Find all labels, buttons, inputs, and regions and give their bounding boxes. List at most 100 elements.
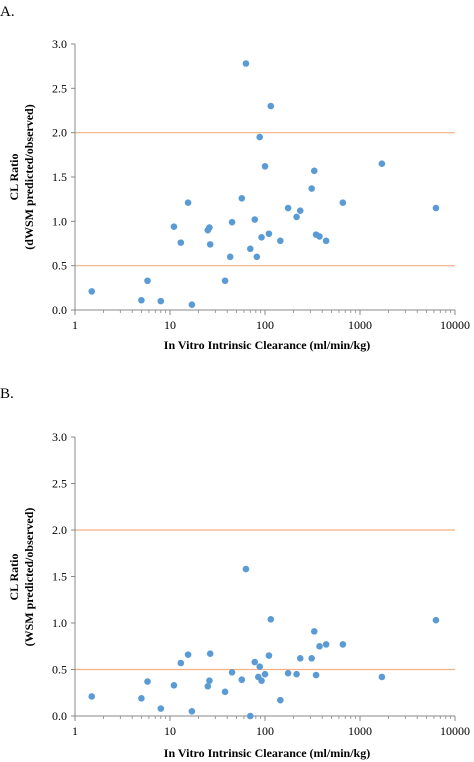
data-point bbox=[184, 651, 192, 658]
data-point bbox=[138, 695, 145, 702]
data-point bbox=[206, 650, 214, 657]
data-point bbox=[310, 167, 318, 175]
data-point bbox=[339, 199, 347, 207]
data-point bbox=[296, 207, 304, 214]
data-point bbox=[157, 297, 165, 305]
x-tick-label: 10000 bbox=[440, 724, 470, 738]
y-tick-label: 0.5 bbox=[52, 259, 67, 273]
x-tick-label: 100 bbox=[256, 318, 274, 332]
data-point bbox=[378, 160, 386, 167]
data-point bbox=[170, 682, 178, 689]
y-tick-label: 0.0 bbox=[52, 709, 67, 723]
y-axis-label-line2-a: (dWSM predicted/observed) bbox=[22, 104, 36, 249]
data-point bbox=[251, 658, 259, 666]
data-point bbox=[206, 224, 213, 231]
data-point bbox=[308, 655, 315, 662]
data-point bbox=[316, 233, 323, 240]
data-point bbox=[310, 628, 318, 635]
data-point bbox=[138, 296, 145, 304]
data-point bbox=[88, 288, 96, 295]
panel-label-b: B. bbox=[0, 386, 14, 402]
panel-label-a: A. bbox=[0, 4, 15, 20]
data-point bbox=[177, 239, 185, 246]
data-point bbox=[432, 616, 440, 624]
y-tick-label: 1.0 bbox=[52, 616, 67, 630]
data-point bbox=[188, 708, 196, 715]
y-axis-label-line1-b: CL Ratio bbox=[7, 553, 21, 600]
x-tick-label: 1 bbox=[72, 724, 78, 738]
y-tick-label: 1.0 bbox=[52, 214, 67, 228]
data-point bbox=[88, 693, 96, 700]
x-tick-label: 100 bbox=[256, 724, 274, 738]
data-point bbox=[221, 688, 229, 696]
data-point bbox=[432, 204, 440, 212]
data-point bbox=[206, 241, 214, 248]
data-point bbox=[296, 655, 304, 662]
data-point bbox=[258, 677, 265, 684]
data-point bbox=[267, 615, 275, 623]
data-point bbox=[265, 230, 273, 238]
data-point bbox=[293, 213, 300, 221]
data-point bbox=[177, 659, 185, 667]
data-point bbox=[238, 194, 246, 202]
y-tick-label: 2.5 bbox=[52, 477, 67, 491]
x-tick-label: 1000 bbox=[348, 724, 372, 738]
data-point bbox=[261, 163, 269, 170]
data-point bbox=[246, 712, 254, 720]
data-point bbox=[238, 676, 246, 684]
data-point bbox=[261, 670, 269, 678]
x-tick-label: 1 bbox=[72, 318, 78, 332]
y-tick-label: 2.5 bbox=[52, 81, 67, 95]
data-point bbox=[157, 705, 165, 712]
data-point bbox=[256, 663, 264, 671]
data-point bbox=[242, 565, 250, 573]
chart-panel-a: A. CL Ratio (dWSM predicted/observed) In… bbox=[0, 4, 470, 352]
x-tick-label: 10 bbox=[164, 724, 176, 738]
data-point bbox=[277, 696, 284, 704]
x-axis-label-a: In Vitro Intrinsic Clearance (ml/min/kg) bbox=[164, 338, 370, 352]
data-point bbox=[144, 678, 151, 685]
data-point bbox=[221, 277, 229, 285]
data-point bbox=[284, 669, 292, 677]
data-point bbox=[322, 237, 330, 245]
y-tick-label: 2.0 bbox=[52, 523, 67, 537]
data-point bbox=[265, 652, 273, 659]
data-point bbox=[339, 641, 347, 648]
data-point bbox=[204, 682, 212, 690]
y-tick-label: 0.5 bbox=[52, 663, 67, 677]
chart-panel-b: B. CL Ratio (WSM predicted/observed) In … bbox=[0, 386, 470, 760]
y-tick-label: 1.5 bbox=[52, 570, 67, 584]
data-point bbox=[246, 245, 254, 253]
data-point bbox=[206, 677, 213, 684]
data-point bbox=[144, 277, 151, 285]
data-point bbox=[258, 233, 265, 241]
data-point bbox=[293, 670, 300, 678]
data-point bbox=[170, 223, 178, 230]
data-point bbox=[322, 641, 330, 648]
x-tick-label: 1000 bbox=[348, 318, 372, 332]
y-tick-label: 3.0 bbox=[52, 430, 67, 444]
data-point bbox=[312, 671, 320, 679]
data-point bbox=[267, 102, 275, 110]
data-point bbox=[228, 218, 236, 226]
data-point bbox=[188, 301, 196, 308]
data-point bbox=[284, 204, 292, 212]
x-tick-label: 10000 bbox=[440, 318, 470, 332]
data-point bbox=[256, 133, 264, 141]
data-point bbox=[308, 185, 315, 192]
data-point bbox=[226, 253, 234, 261]
y-axis-label-line1-a: CL Ratio bbox=[7, 153, 21, 200]
data-point bbox=[378, 673, 386, 681]
x-axis-label-b: In Vitro Intrinsic Clearance (ml/min/kg) bbox=[164, 746, 370, 760]
y-axis-label-line2-b: (WSM predicted/observed) bbox=[22, 508, 36, 647]
y-tick-label: 1.5 bbox=[52, 170, 67, 184]
y-tick-label: 2.0 bbox=[52, 126, 67, 140]
data-point bbox=[228, 668, 236, 676]
data-point bbox=[184, 199, 192, 207]
data-point bbox=[316, 642, 323, 650]
y-tick-label: 0.0 bbox=[52, 303, 67, 317]
data-point bbox=[277, 237, 284, 245]
data-point bbox=[251, 216, 259, 223]
x-tick-label: 10 bbox=[164, 318, 176, 332]
